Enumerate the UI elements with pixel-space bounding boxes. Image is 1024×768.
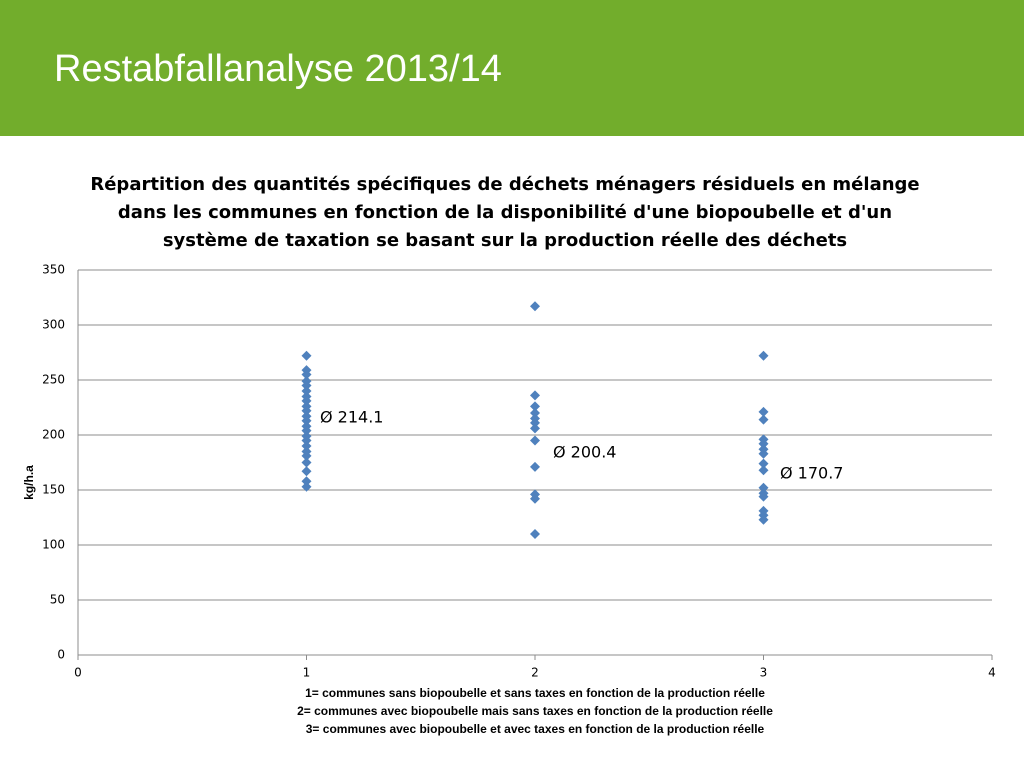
y-tick-label: 200 xyxy=(42,428,65,442)
header-bar: Restabfallanalyse 2013/14 xyxy=(0,0,1024,136)
data-point xyxy=(530,408,540,418)
data-point xyxy=(530,423,540,434)
y-tick-label: 0 xyxy=(57,648,65,662)
y-tick-label: 350 xyxy=(42,263,65,277)
data-point xyxy=(530,301,540,312)
data-point xyxy=(758,414,769,425)
data-point xyxy=(758,406,769,417)
data-point xyxy=(301,405,312,416)
data-point xyxy=(758,350,769,361)
data-point xyxy=(301,441,312,451)
chart-title: Répartition des quantités spécifiques de… xyxy=(90,174,919,195)
slide-title: Restabfallanalyse 2013/14 xyxy=(54,48,502,90)
data-point xyxy=(758,482,769,493)
data-point xyxy=(301,450,312,461)
y-tick-label: 300 xyxy=(42,318,65,332)
y-tick-label: 250 xyxy=(42,373,65,387)
data-point xyxy=(530,529,540,539)
data-point xyxy=(530,461,540,472)
data-point xyxy=(301,380,312,391)
data-point xyxy=(301,435,312,446)
data-point xyxy=(301,415,312,426)
chart-title: système de taxation se basant sur la pro… xyxy=(163,230,847,251)
data-point xyxy=(301,457,312,468)
data-point xyxy=(530,435,540,446)
data-point xyxy=(530,417,540,428)
data-point xyxy=(530,493,540,504)
x-axis-label: 1= communes sans biopoubelle et sans tax… xyxy=(305,686,765,700)
data-point xyxy=(758,438,769,449)
data-point xyxy=(758,514,769,525)
annotation: Ø 214.1 xyxy=(320,408,383,427)
y-tick-label: 50 xyxy=(50,593,65,607)
data-point xyxy=(301,466,312,477)
x-axis-label: 3= communes avec biopoubelle et avec tax… xyxy=(306,722,765,736)
y-tick-label: 150 xyxy=(42,483,65,497)
x-tick-label: 0 xyxy=(74,666,82,680)
chart-title: dans les communes en fonction de la disp… xyxy=(118,202,892,223)
x-tick-label: 4 xyxy=(988,666,996,680)
annotation: Ø 200.4 xyxy=(553,443,616,462)
data-point xyxy=(758,491,769,502)
data-point xyxy=(530,390,540,401)
x-tick-label: 1 xyxy=(303,666,311,680)
data-point xyxy=(301,395,312,406)
data-point xyxy=(530,401,540,412)
y-tick-label: 100 xyxy=(42,538,65,552)
data-point xyxy=(758,465,769,476)
data-point xyxy=(301,425,312,436)
data-point xyxy=(301,386,312,396)
x-tick-label: 3 xyxy=(760,666,768,680)
x-axis-label: 2= communes avec biopoubelle mais sans t… xyxy=(297,704,773,718)
x-tick-label: 2 xyxy=(531,666,539,680)
data-point xyxy=(301,476,312,487)
data-point xyxy=(758,448,769,459)
y-axis-label: kg/h.a xyxy=(22,465,36,500)
annotation: Ø 170.7 xyxy=(780,464,843,483)
data-point xyxy=(301,350,312,361)
data-point xyxy=(301,481,312,492)
data-point xyxy=(758,458,769,469)
data-point xyxy=(301,369,312,380)
